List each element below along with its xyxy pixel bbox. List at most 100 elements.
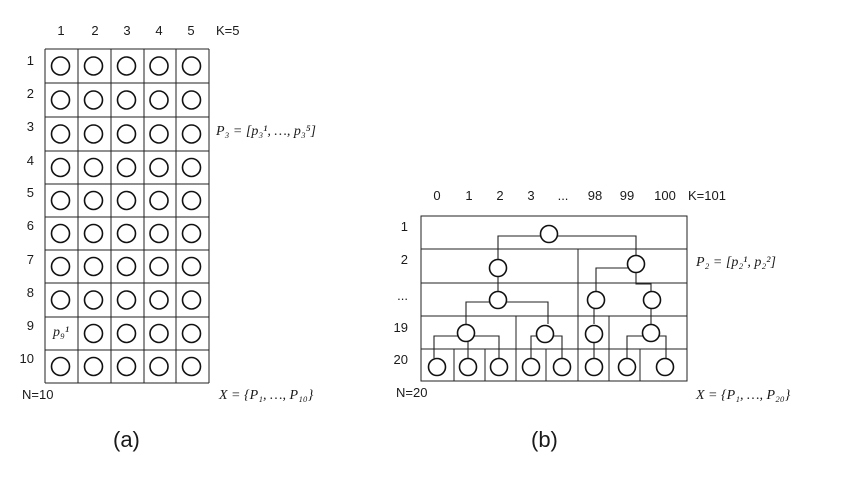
- grid-node: [83, 56, 104, 76]
- panel-b-column-labels: 0 1 2 3... 98 99 100: [433, 188, 675, 203]
- panel-b-row-label: 2: [401, 252, 408, 267]
- grid-node: [149, 124, 169, 144]
- grid-node: [50, 157, 71, 178]
- grid-node: [181, 290, 202, 310]
- grid-node: [149, 323, 169, 344]
- tree-node: [617, 357, 637, 377]
- panel-b-k-label: K=101: [688, 188, 726, 203]
- panel-a-nodes: [50, 56, 202, 377]
- grid-node: [50, 256, 71, 277]
- panel-b-grid: [420, 215, 688, 382]
- panel-a: 1 2 3 4 5 K=5 1 2 3 4 5 6 7 8 9 10 p₉¹ P₃ = [p₃¹, …, …: [20, 23, 316, 452]
- tree-node: [626, 254, 646, 274]
- panel-a-column-label: 5: [187, 23, 194, 38]
- grid-node: [50, 124, 71, 144]
- panel-b-caption: (b): [531, 427, 558, 452]
- grid-node: [181, 157, 202, 178]
- grid-node: [83, 323, 104, 344]
- tree-node: [521, 357, 541, 377]
- grid-node: [83, 256, 104, 277]
- panel-b-row-labels: 1 2... 19 20: [394, 219, 408, 367]
- grid-node: [181, 223, 202, 244]
- panel-b-column-label: 98: [588, 188, 602, 203]
- panel-b-column-label: 0: [433, 188, 440, 203]
- tree-node: [642, 290, 662, 310]
- panel-b-grid-border: [420, 215, 688, 382]
- grid-node: [181, 323, 202, 344]
- panel-b-x-formula: X = {P₁, …, P₂₀}: [695, 388, 791, 403]
- tree-node: [488, 258, 508, 278]
- panel-b-n-label: N=20: [396, 385, 427, 400]
- panel-a-k-label: K=5: [216, 23, 240, 38]
- grid-node: [83, 223, 104, 244]
- tree-node: [458, 357, 478, 377]
- grid-node: [181, 190, 202, 211]
- panel-b-tree-edge: [465, 301, 549, 324]
- grid-node: [116, 157, 137, 178]
- grid-node: [50, 356, 71, 377]
- panel-b-column-label: 100: [654, 188, 676, 203]
- panel-a-column-label: 2: [91, 23, 98, 38]
- panel-b-row-label: 20: [394, 352, 408, 367]
- grid-node: [149, 256, 169, 277]
- grid-node: [116, 124, 137, 144]
- tree-node: [488, 290, 508, 310]
- panel-a-row-label: 9: [27, 318, 34, 333]
- grid-node: [116, 90, 137, 110]
- panel-b-row-label: 19: [394, 320, 408, 335]
- grid-node: [83, 290, 104, 310]
- tree-node: [539, 224, 559, 244]
- grid-node: [83, 157, 104, 178]
- panel-b-tree-edge: [635, 272, 652, 292]
- grid-node: [181, 256, 202, 277]
- panel-a-n-label: N=10: [22, 387, 53, 402]
- tree-node: [586, 290, 606, 310]
- grid-node: [181, 356, 202, 377]
- panel-a-column-label: 4: [155, 23, 162, 38]
- grid-node: [149, 90, 169, 110]
- panel-a-row-label: 6: [27, 218, 34, 233]
- grid-node: [116, 256, 137, 277]
- panel-a-row-label: 3: [27, 119, 34, 134]
- tree-node: [456, 323, 476, 343]
- panel-a-row-label: 7: [27, 252, 34, 267]
- grid-node: [149, 290, 169, 310]
- grid-node: [83, 90, 104, 110]
- panel-b-tree-nodes: [427, 224, 675, 377]
- grid-node: [149, 56, 169, 76]
- grid-node: [116, 356, 137, 377]
- panel-b-column-label: 2: [496, 188, 503, 203]
- grid-node: [50, 56, 71, 76]
- panel-a-x-formula: X = {P₁, …, P₁₀}: [218, 388, 314, 403]
- panel-a-cell-label: p₉¹: [52, 325, 69, 340]
- grid-node: [83, 190, 104, 211]
- grid-node: [116, 323, 137, 344]
- panel-b-p2-formula: P₂ = [p₂¹, p₂²]: [695, 255, 776, 270]
- panel-b-tree-edge: [595, 267, 636, 291]
- grid-node: [83, 124, 104, 144]
- grid-node: [50, 190, 71, 211]
- panel-a-row-label: 10: [20, 351, 34, 366]
- grid-node: [50, 223, 71, 244]
- tree-node: [552, 357, 572, 377]
- panel-a-column-label: 3: [123, 23, 130, 38]
- panel-a-row-label: 8: [27, 285, 34, 300]
- panel-b-column-label: 3: [527, 188, 534, 203]
- grid-node: [116, 190, 137, 211]
- panel-b-row-label: 1: [401, 219, 408, 234]
- panel-a-row-label: 2: [27, 86, 34, 101]
- panel-b-row-label: ...: [397, 288, 408, 303]
- tree-node: [655, 357, 675, 377]
- panel-a-row-label: 1: [27, 53, 34, 68]
- panel-b-column-label: 99: [620, 188, 634, 203]
- grid-node: [149, 223, 169, 244]
- grid-node: [116, 223, 137, 244]
- grid-node: [50, 290, 71, 310]
- grid-node: [149, 157, 169, 178]
- grid-node: [116, 290, 137, 310]
- grid-node: [181, 90, 202, 110]
- panel-b-column-label: ...: [558, 188, 569, 203]
- panel-a-column-label: 1: [57, 23, 64, 38]
- panel-a-row-labels: 1 2 3 4 5 6 7 8 9 10: [20, 53, 34, 366]
